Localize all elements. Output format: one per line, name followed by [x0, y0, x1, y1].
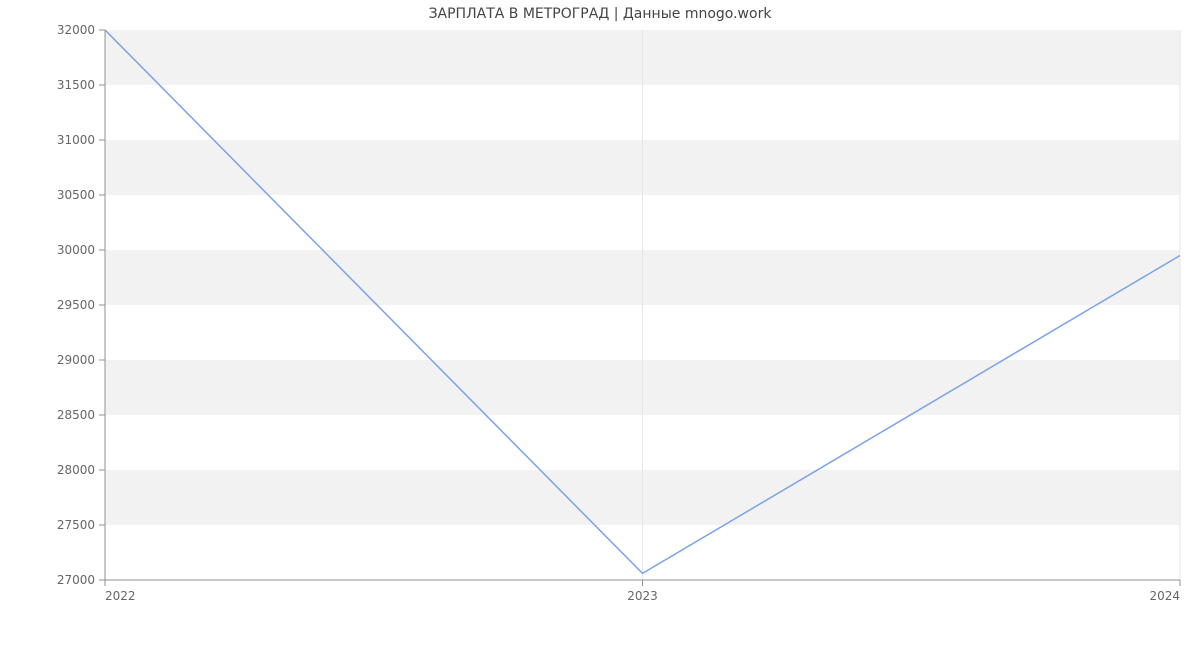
- svg-text:29500: 29500: [57, 298, 95, 312]
- svg-text:31500: 31500: [57, 78, 95, 92]
- svg-text:29000: 29000: [57, 353, 95, 367]
- svg-text:27000: 27000: [57, 573, 95, 587]
- svg-text:2023: 2023: [627, 589, 658, 603]
- svg-text:30000: 30000: [57, 243, 95, 257]
- svg-text:32000: 32000: [57, 23, 95, 37]
- svg-text:31000: 31000: [57, 133, 95, 147]
- svg-text:2022: 2022: [105, 589, 136, 603]
- svg-text:28500: 28500: [57, 408, 95, 422]
- salary-line-chart: 27000 27500 28000 28500 29000 29500 30000 30500…: [0, 0, 1200, 650]
- svg-text:28000: 28000: [57, 463, 95, 477]
- svg-text:27500: 27500: [57, 518, 95, 532]
- svg-text:2024: 2024: [1149, 589, 1180, 603]
- svg-text:30500: 30500: [57, 188, 95, 202]
